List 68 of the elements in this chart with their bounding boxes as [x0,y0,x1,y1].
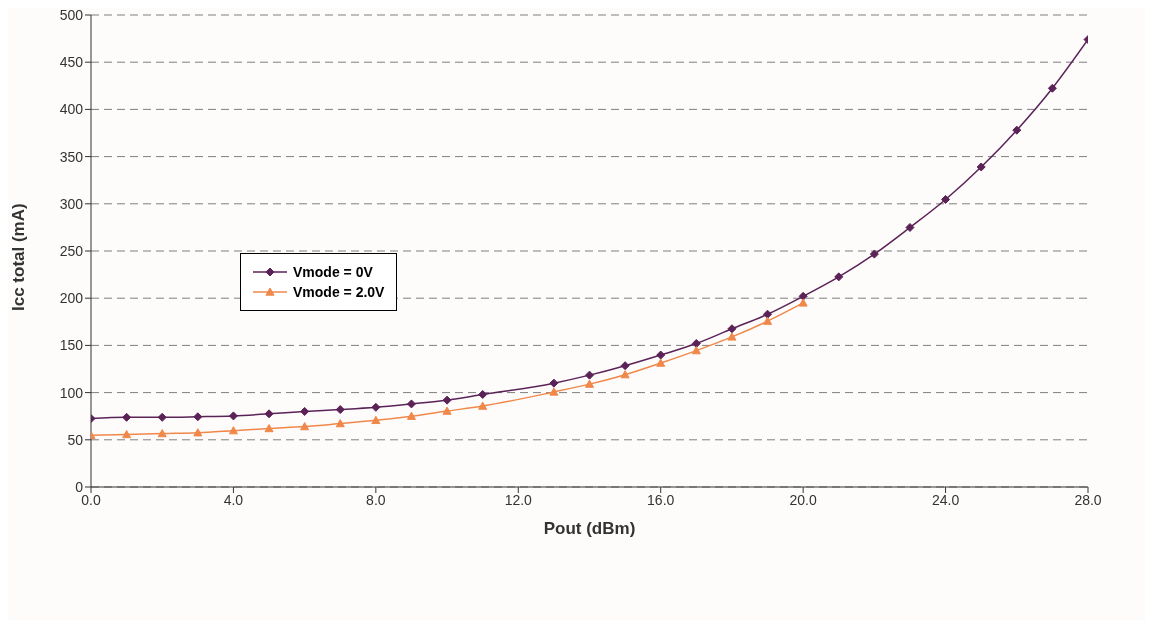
point [193,428,203,437]
point [228,426,238,435]
point [585,379,594,388]
x-tick-label: 4.0 [223,491,244,508]
point [406,399,416,409]
y-tick-label: 250 [59,242,84,259]
point [122,412,132,422]
y-tick-label: 150 [59,337,84,354]
point [300,406,310,416]
point [335,419,345,428]
point [549,378,559,388]
y-tick-label: 450 [59,54,84,71]
point [157,412,167,422]
point [656,358,666,367]
y-tick-label: 100 [59,384,84,401]
point [941,194,951,204]
point [264,423,274,433]
point [157,429,167,438]
x-tick-label: 8.0 [366,491,386,508]
point [1047,83,1057,93]
x-tick-label: 16.0 [647,491,675,508]
point [442,406,452,415]
point [478,389,488,399]
x-axis-title: Pout (dBm) [543,519,636,538]
y-tick-label: 200 [59,290,84,307]
point [549,387,559,396]
point [122,430,132,439]
x-tick-label: 0.0 [81,491,101,508]
point [478,401,488,410]
point [406,411,416,420]
point [371,415,381,425]
point [976,162,986,172]
point [228,411,238,421]
point [585,370,594,380]
point [620,361,630,371]
point [798,291,808,301]
y-tick-label: 0 [75,478,84,495]
point [763,309,773,319]
point [442,395,452,405]
y-tick-label: 350 [59,148,84,165]
point [727,324,737,334]
point [691,339,701,349]
point [1012,125,1022,135]
point [371,402,381,412]
x-tick-label: 24.0 [931,491,960,508]
point [691,346,701,355]
point [300,422,310,431]
point [763,316,773,325]
point [834,272,844,282]
x-tick-label: 20.0 [789,491,817,508]
y-tick-label: 300 [59,195,84,212]
legend-label: Vmode = 2.0V [293,284,385,300]
point [869,249,879,259]
point [335,405,345,415]
y-tick-label: 400 [59,101,84,118]
y-tick-label: 500 [59,6,84,23]
point [727,332,737,341]
y-tick-label: 50 [67,431,84,448]
point [193,412,203,422]
point [656,350,666,360]
point [264,409,274,419]
x-tick-label: 12.0 [504,491,533,508]
point [620,370,630,379]
y-axis-title: Icc total (mA) [9,203,29,311]
point [798,298,808,307]
point [905,222,915,232]
legend-label: Vmode = 0V [293,264,373,280]
x-tick-label: 28.0 [1074,491,1102,508]
